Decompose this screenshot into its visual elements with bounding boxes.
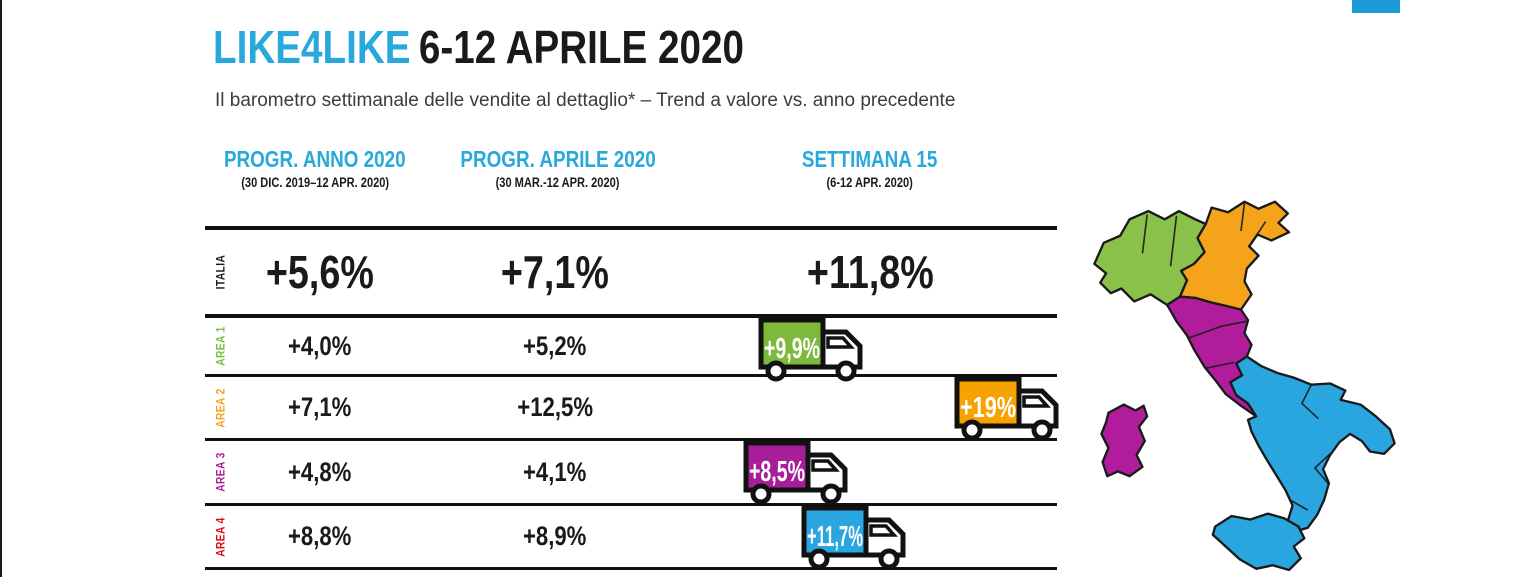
map-region-sicily bbox=[1211, 512, 1306, 572]
column-header-progr-anno: PROGR. ANNO 2020 (30 DIC. 2019–12 APR. 2… bbox=[195, 146, 435, 190]
column-sublabel: (30 MAR.-12 APR. 2020) bbox=[496, 175, 620, 191]
truck-wheel-rear bbox=[961, 419, 983, 441]
value-progr-aprile: +8,9% bbox=[523, 521, 587, 551]
truck-wheel-front bbox=[835, 360, 857, 382]
truck-value-label: +19% bbox=[960, 392, 1016, 424]
column-header-progr-aprile: PROGR. APRILE 2020 (30 MAR.-12 APR. 2020… bbox=[438, 146, 678, 190]
truck-value-label: +9,9% bbox=[764, 333, 820, 365]
truck-wheel-front bbox=[820, 483, 842, 505]
row-label-area4: AREA 4 bbox=[213, 516, 228, 557]
top-right-logo bbox=[1352, 0, 1400, 13]
truck-cargo-box bbox=[758, 317, 826, 370]
truck-window bbox=[1022, 395, 1051, 408]
column-headers: PROGR. ANNO 2020 (30 DIC. 2019–12 APR. 2… bbox=[205, 146, 1057, 216]
delivery-truck-icon: +8,5% bbox=[743, 440, 848, 505]
map-region-area4-south bbox=[1229, 355, 1396, 533]
column-sublabel: (6-12 APR. 2020) bbox=[826, 175, 914, 191]
italy-areas-map bbox=[1093, 200, 1396, 572]
page-subtitle: Il barometro settimanale delle vendite a… bbox=[215, 90, 956, 111]
brand-name: LIKE4LIKE bbox=[213, 21, 411, 73]
row-label-area3: AREA 3 bbox=[213, 452, 228, 492]
table-row-area2: AREA 2 +7,1% +12,5% +19% bbox=[205, 376, 1059, 441]
table-row-area4: AREA 4 +8,8% +8,9% +11,7% bbox=[205, 505, 1057, 570]
truck-value-label: +11,7% bbox=[807, 521, 863, 553]
map-inner-borders bbox=[1141, 202, 1331, 511]
value-progr-aprile: +5,2% bbox=[523, 330, 587, 361]
page-left-border bbox=[0, 0, 2, 577]
table-row-italia: ITALIA +5,6% +7,1% +11,8% bbox=[205, 230, 1057, 318]
barometer-table: ITALIA +5,6% +7,1% +11,8% AREA 1 +4,0% +… bbox=[205, 226, 1059, 570]
row-label-italia: ITALIA bbox=[213, 254, 227, 290]
value-progr-anno: +4,0% bbox=[288, 330, 352, 361]
map-region-sardinia bbox=[1100, 403, 1149, 478]
delivery-truck-icon: +19% bbox=[954, 376, 1059, 441]
value-progr-aprile: +12,5% bbox=[517, 392, 593, 422]
title-period: 6-12 APRILE 2020 bbox=[418, 21, 744, 73]
truck-wheel-rear bbox=[808, 548, 830, 570]
value-settimana: +11,8% bbox=[806, 246, 934, 298]
column-label: PROGR. ANNO 2020 bbox=[224, 146, 406, 172]
column-sublabel: (30 DIC. 2019–12 APR. 2020) bbox=[241, 175, 389, 191]
truck-window bbox=[826, 336, 855, 349]
truck-wheel-rear bbox=[750, 483, 772, 505]
truck-window bbox=[869, 524, 898, 537]
truck-wheel-front bbox=[878, 548, 900, 570]
truck-cargo-box bbox=[801, 505, 869, 558]
truck-wheel-front bbox=[1031, 419, 1053, 441]
column-header-settimana: SETTIMANA 15 (6-12 APR. 2020) bbox=[750, 146, 990, 190]
value-progr-anno: +7,1% bbox=[288, 392, 352, 422]
value-progr-anno: +5,6% bbox=[265, 246, 375, 298]
column-label: PROGR. APRILE 2020 bbox=[460, 146, 656, 172]
truck-value-label: +8,5% bbox=[749, 456, 805, 488]
value-progr-aprile: +7,1% bbox=[500, 246, 610, 298]
row-label-area1: AREA 1 bbox=[213, 326, 228, 366]
truck-window bbox=[811, 459, 840, 472]
column-label: SETTIMANA 15 bbox=[802, 146, 938, 172]
table-row-area3: AREA 3 +4,8% +4,1% +8,5% bbox=[205, 440, 1057, 506]
value-progr-anno: +4,8% bbox=[288, 456, 352, 487]
table-row-area1: AREA 1 +4,0% +5,2% +9,9% bbox=[205, 317, 1057, 382]
delivery-truck-icon: +11,7% bbox=[801, 505, 906, 570]
truck-cargo-box bbox=[743, 440, 811, 493]
value-progr-anno: +8,8% bbox=[288, 521, 352, 551]
truck-wheel-rear bbox=[765, 360, 787, 382]
delivery-truck-icon: +9,9% bbox=[758, 317, 863, 382]
value-progr-aprile: +4,1% bbox=[523, 456, 587, 487]
row-label-area2: AREA 2 bbox=[213, 387, 228, 428]
page-title: LIKE4LIKE 6-12 APRILE 2020 bbox=[213, 22, 845, 73]
